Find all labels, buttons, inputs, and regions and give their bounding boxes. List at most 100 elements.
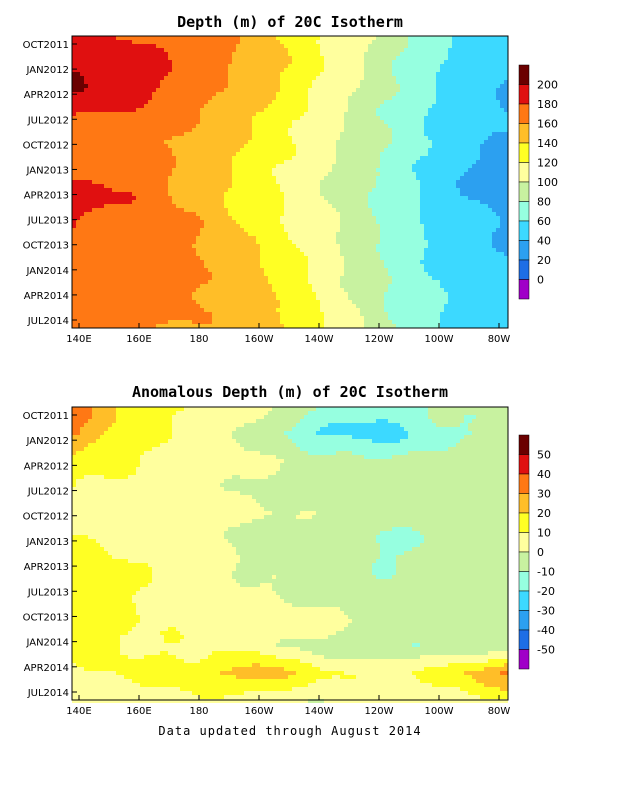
heatmap-cell xyxy=(472,116,476,120)
heatmap-cell xyxy=(156,176,160,180)
heatmap-cell xyxy=(196,188,200,192)
heatmap-cell xyxy=(140,40,144,44)
heatmap-cell xyxy=(144,116,148,120)
heatmap-cell xyxy=(384,140,388,144)
heatmap-cell xyxy=(108,96,112,100)
heatmap-cell xyxy=(216,148,220,152)
heatmap-cell xyxy=(376,64,380,68)
heatmap-cell xyxy=(156,80,160,84)
heatmap-cell xyxy=(324,36,328,40)
heatmap-cell xyxy=(144,148,148,152)
heatmap-cell xyxy=(324,164,328,168)
heatmap-cell xyxy=(416,104,420,108)
heatmap-cell xyxy=(436,160,440,164)
heatmap-cell xyxy=(324,208,328,212)
heatmap-cell xyxy=(480,108,484,112)
heatmap-cell xyxy=(320,60,324,64)
heatmap-cell xyxy=(328,112,332,116)
heatmap-cell xyxy=(408,76,412,80)
heatmap-cell xyxy=(448,112,452,116)
heatmap-cell xyxy=(376,112,380,116)
heatmap-cell xyxy=(152,60,156,64)
heatmap-cell xyxy=(412,140,416,144)
heatmap-cell xyxy=(256,100,260,104)
heatmap-cell xyxy=(456,168,460,172)
heatmap-cell xyxy=(336,132,340,136)
heatmap-cell xyxy=(96,212,100,216)
heatmap-cell xyxy=(136,128,140,132)
heatmap-cell xyxy=(452,212,456,216)
heatmap-cell xyxy=(480,128,484,132)
heatmap-cell xyxy=(128,160,132,164)
heatmap-cell xyxy=(456,56,460,60)
heatmap-cell xyxy=(444,124,448,128)
heatmap-cell xyxy=(408,160,412,164)
heatmap-cell xyxy=(468,88,472,92)
heatmap-cell xyxy=(320,52,324,56)
heatmap-cell xyxy=(492,104,496,108)
heatmap-cell xyxy=(356,108,360,112)
heatmap-cell xyxy=(76,140,80,144)
heatmap-cell xyxy=(156,100,160,104)
heatmap-cell xyxy=(168,128,172,132)
heatmap-cell xyxy=(348,176,352,180)
heatmap-cell xyxy=(428,172,432,176)
heatmap-cell xyxy=(500,112,504,116)
heatmap-cell xyxy=(272,116,276,120)
heatmap-cell xyxy=(412,80,416,84)
heatmap-cell xyxy=(264,128,268,132)
heatmap-cell xyxy=(472,104,476,108)
heatmap-cell xyxy=(480,172,484,176)
heatmap-cell xyxy=(112,188,116,192)
heatmap-cell xyxy=(172,212,176,216)
heatmap-cell xyxy=(128,80,132,84)
heatmap-cell xyxy=(424,112,428,116)
heatmap-cell xyxy=(348,116,352,120)
heatmap-cell xyxy=(284,44,288,48)
heatmap-cell xyxy=(476,104,480,108)
heatmap-cell xyxy=(208,164,212,168)
heatmap-cell xyxy=(432,192,436,196)
heatmap-cell xyxy=(324,80,328,84)
heatmap-cell xyxy=(260,84,264,88)
heatmap-cell xyxy=(448,132,452,136)
heatmap-cell xyxy=(128,172,132,176)
heatmap-cell xyxy=(248,64,252,68)
heatmap-cell xyxy=(304,36,308,40)
heatmap-cell xyxy=(504,64,508,68)
heatmap-cell xyxy=(300,164,304,168)
heatmap-cell xyxy=(420,136,424,140)
heatmap-cell xyxy=(400,72,404,76)
heatmap-cell xyxy=(120,68,124,72)
heatmap-cell xyxy=(436,176,440,180)
heatmap-cell xyxy=(448,136,452,140)
heatmap-cell xyxy=(428,136,432,140)
heatmap-cell xyxy=(220,180,224,184)
heatmap-cell xyxy=(200,48,204,52)
heatmap-cell xyxy=(416,184,420,188)
heatmap-cell xyxy=(72,136,76,140)
heatmap-cell xyxy=(340,68,344,72)
heatmap-cell xyxy=(172,184,176,188)
heatmap-cell xyxy=(408,36,412,40)
heatmap-cell xyxy=(128,128,132,132)
heatmap-cell xyxy=(256,196,260,200)
heatmap-cell xyxy=(204,60,208,64)
heatmap-cell xyxy=(408,216,412,220)
heatmap-cell xyxy=(284,200,288,204)
heatmap-cell xyxy=(312,52,316,56)
heatmap-cell xyxy=(188,56,192,60)
heatmap-cell xyxy=(500,40,504,44)
heatmap-cell xyxy=(332,76,336,80)
heatmap-cell xyxy=(440,104,444,108)
heatmap-cell xyxy=(140,92,144,96)
heatmap-cell xyxy=(128,40,132,44)
heatmap-cell xyxy=(264,164,268,168)
heatmap-cell xyxy=(136,148,140,152)
heatmap-cell xyxy=(356,208,360,212)
heatmap-cell xyxy=(424,48,428,52)
heatmap-cell xyxy=(204,104,208,108)
heatmap-cell xyxy=(352,152,356,156)
heatmap-cell xyxy=(288,192,292,196)
heatmap-cell xyxy=(120,48,124,52)
